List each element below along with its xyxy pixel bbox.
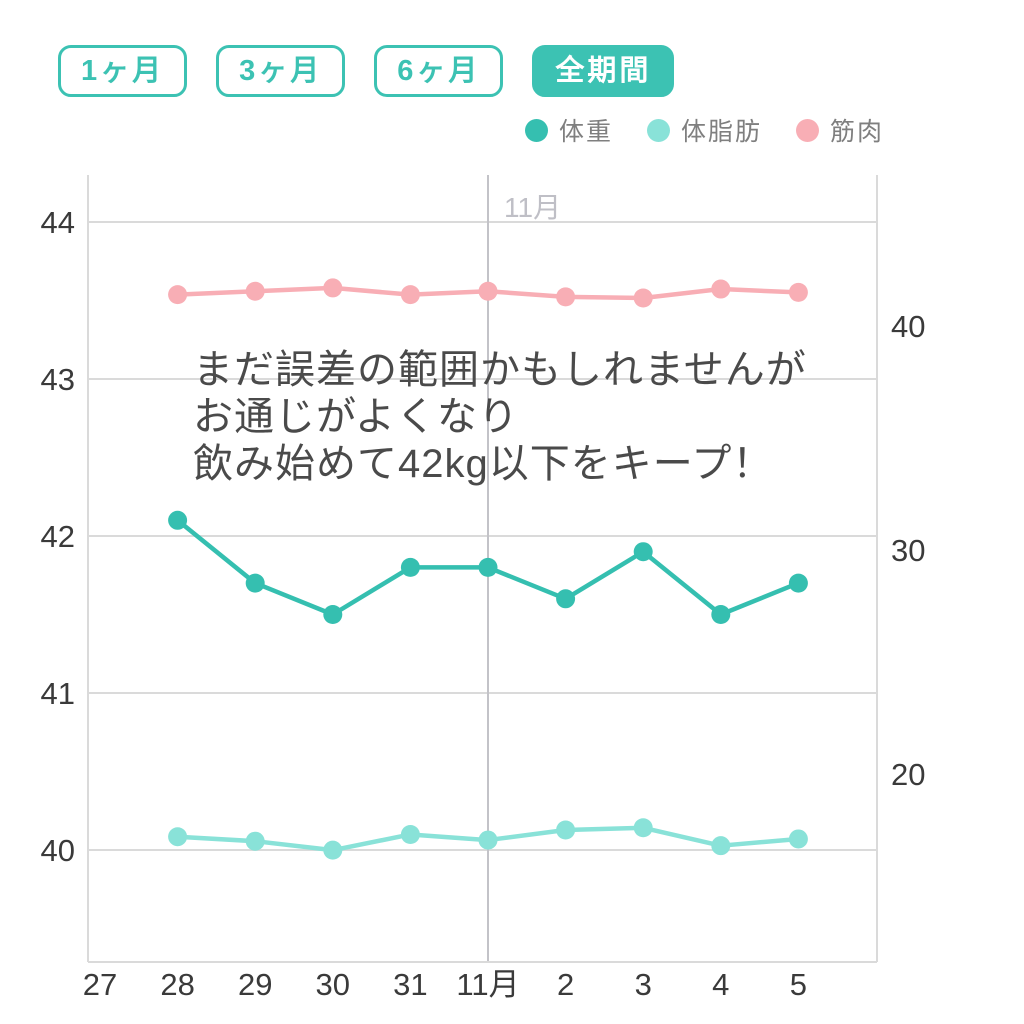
series-2-data-point: [556, 287, 576, 307]
series-0-data-point: [788, 573, 808, 593]
series-1-data-point: [711, 836, 731, 856]
x-axis-tick-label: 29: [238, 967, 272, 1002]
series-2-data-point: [168, 285, 188, 305]
series-2-data-point: [788, 282, 808, 302]
left-axis-tick-label: 42: [41, 519, 75, 554]
legend-label-muscle: 筋肉: [829, 118, 884, 146]
series-0-data-point: [323, 605, 343, 624]
chart-legend: 体重 体脂肪 筋肉: [0, 112, 884, 148]
series-1-data-point: [245, 831, 265, 851]
bodyfat-series-dot-icon: [646, 118, 670, 142]
series-1-data-point: [478, 830, 498, 850]
series-0-data-point: [400, 557, 420, 577]
filter-all-period-button[interactable]: 全期間: [532, 45, 675, 97]
series-0-data-point: [711, 605, 731, 624]
muscle-series-dot-icon: [795, 118, 819, 142]
x-axis-tick-label: 3: [635, 967, 652, 1002]
series-1-data-point: [400, 824, 420, 844]
legend-label-weight: 体重: [558, 118, 613, 146]
series-2-data-point: [711, 279, 731, 299]
series-2-data-point: [633, 288, 653, 308]
series-2-data-point: [400, 285, 420, 305]
series-1-data-point: [323, 840, 343, 860]
x-axis-tick-label: 28: [160, 967, 194, 1002]
x-axis-tick-label: 4: [712, 967, 729, 1002]
x-axis-tick-label: 31: [393, 967, 427, 1002]
series-2-data-point: [245, 281, 265, 301]
series-1-data-point: [556, 820, 576, 840]
left-axis-tick-label: 43: [41, 362, 75, 397]
weight-series-dot-icon: [524, 118, 548, 142]
left-axis-tick-label: 41: [41, 676, 75, 711]
right-axis-tick-label: 30: [891, 533, 925, 568]
series-1-data-point: [788, 829, 808, 849]
legend-label-bodyfat: 体脂肪: [680, 118, 762, 146]
legend-item-muscle: 筋肉: [795, 112, 884, 148]
series-1-data-point: [633, 818, 653, 838]
filter-6month-button[interactable]: 6ヶ月: [374, 45, 504, 97]
filter-1month-button[interactable]: 1ヶ月: [58, 45, 188, 97]
legend-item-bodyfat: 体脂肪: [646, 112, 762, 148]
series-0-data-point: [556, 589, 576, 609]
series-2-data-point: [323, 278, 343, 298]
x-axis-tick-label: 11月: [456, 967, 519, 1002]
period-filter-group: 1ヶ月 3ヶ月 6ヶ月 全期間: [58, 45, 675, 97]
x-axis-tick-label: 27: [83, 967, 117, 1002]
left-axis-tick-label: 40: [41, 833, 75, 868]
right-axis-tick-label: 40: [891, 309, 925, 344]
right-axis-tick-label: 20: [891, 757, 925, 792]
series-1-data-point: [168, 827, 188, 847]
x-axis-tick-label: 5: [790, 967, 807, 1002]
x-axis-tick-label: 2: [557, 967, 574, 1002]
x-axis-tick-label: 30: [316, 967, 350, 1002]
legend-item-weight: 体重: [524, 112, 613, 148]
series-0-data-point: [245, 573, 265, 593]
series-2-data-point: [478, 281, 498, 301]
month-top-label: 11月: [504, 192, 561, 223]
left-axis-tick-label: 44: [41, 205, 75, 240]
filter-3month-button[interactable]: 3ヶ月: [216, 45, 346, 97]
series-0-data-point: [168, 510, 188, 530]
series-0-data-point: [478, 557, 498, 577]
series-0-data-point: [633, 542, 653, 562]
